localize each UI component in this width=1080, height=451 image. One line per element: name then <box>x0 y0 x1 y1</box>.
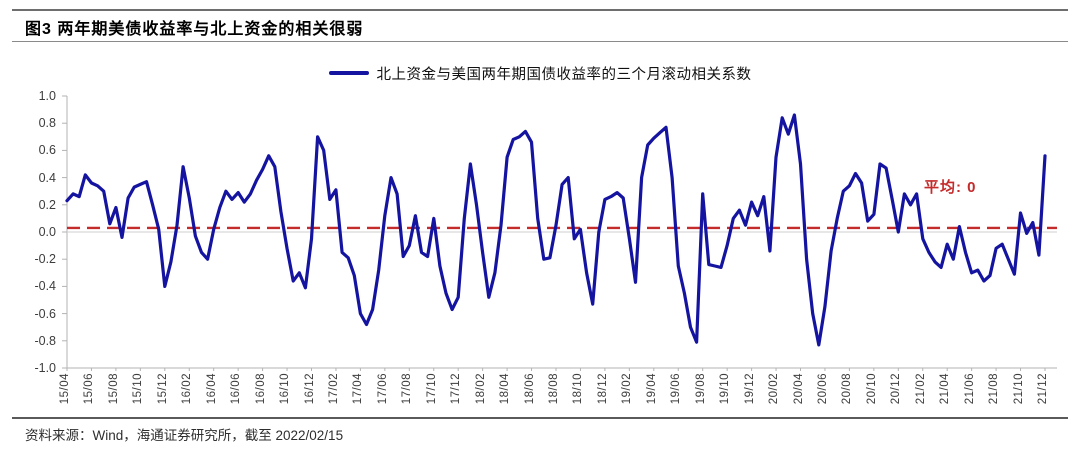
y-tick-label: 0.6 <box>38 143 56 158</box>
x-tick-label: 16/04 <box>205 373 218 405</box>
y-tick-label: 1.0 <box>38 89 56 103</box>
x-tick-label: 21/06 <box>963 373 976 405</box>
y-tick-label: 0.2 <box>38 197 56 212</box>
x-tick-label: 19/08 <box>694 373 707 405</box>
x-tick-label: 18/06 <box>523 373 536 405</box>
x-tick-label: 20/08 <box>841 373 854 405</box>
y-tick-label: 0.4 <box>38 170 56 185</box>
x-tick-label: 15/04 <box>59 373 71 405</box>
correlation-series-line <box>65 113 1047 347</box>
x-tick-label: 18/12 <box>596 373 609 405</box>
correlation-chart: 1.0 0.8 0.6 0.4 0.2 0.0 -0.2 -0.4 -0.6 -0.8 -1.0 1… <box>0 89 1080 415</box>
x-tick-label: 18/08 <box>548 373 560 405</box>
chart-legend: 北上资金与美国两年期国债收益率的三个月滚动相关系数 <box>0 62 1080 84</box>
x-tick-label: 17/12 <box>450 373 463 405</box>
x-tick-label: 21/12 <box>1037 373 1049 405</box>
legend-line-swatch <box>328 70 369 76</box>
x-tick-label: 16/08 <box>254 373 267 405</box>
x-tick-label: 16/06 <box>230 373 243 405</box>
y-tick-label: -0.2 <box>34 252 56 267</box>
x-tick-label: 20/10 <box>865 373 878 405</box>
x-tick-label: 15/10 <box>132 373 145 405</box>
y-tick-label: -0.8 <box>34 333 56 348</box>
x-tick-label: 17/06 <box>376 373 389 405</box>
x-tick-label: 19/12 <box>743 373 756 405</box>
mean-annotation: 平均: 0 <box>924 179 977 196</box>
x-tick-label: 17/02 <box>327 373 340 405</box>
x-tick-label: 20/06 <box>816 373 829 405</box>
y-tick-label: 0.0 <box>38 225 56 239</box>
x-tick-label: 21/02 <box>914 373 927 405</box>
y-tick-label: 0.8 <box>38 116 56 131</box>
x-tick-label: 21/04 <box>939 373 952 405</box>
divider-title <box>12 41 1068 42</box>
x-tick-label: 17/10 <box>425 373 438 405</box>
x-tick-label: 19/10 <box>719 373 732 405</box>
x-tick-label: 21/10 <box>1012 373 1025 405</box>
divider-footer <box>12 417 1068 419</box>
x-tick-label: 21/08 <box>988 373 1001 405</box>
x-tick-label: 15/12 <box>156 373 169 405</box>
x-tick-label: 16/10 <box>279 373 292 405</box>
x-tick-label: 19/02 <box>621 373 634 405</box>
x-tick-label: 19/06 <box>670 373 683 405</box>
x-tick-label: 15/06 <box>83 373 96 405</box>
x-tick-label: 18/10 <box>572 373 585 405</box>
y-tick-label: -0.6 <box>34 306 56 321</box>
x-tick-label: 18/04 <box>499 373 512 405</box>
x-tick-label: 16/02 <box>181 373 194 405</box>
x-tick-label: 17/04 <box>352 373 365 405</box>
legend-label: 北上资金与美国两年期国债收益率的三个月滚动相关系数 <box>376 66 752 83</box>
x-tick-label: 17/08 <box>401 373 414 405</box>
x-tick-label: 16/12 <box>303 373 316 405</box>
y-tick-label: -1.0 <box>34 361 56 375</box>
x-tick-label: 15/08 <box>107 373 120 405</box>
x-tick-label: 19/04 <box>645 373 658 405</box>
x-tick-label: 20/04 <box>792 373 805 405</box>
x-tick-label: 20/02 <box>768 373 781 405</box>
figure-title: 图3 两年期美债收益率与北上资金的相关很弱 <box>25 21 364 38</box>
chart-plot <box>62 95 1057 371</box>
x-tick-label: 18/02 <box>474 373 487 405</box>
divider-top <box>12 9 1068 11</box>
y-tick-label: -0.4 <box>34 279 56 294</box>
x-tick-label: 20/12 <box>890 373 903 405</box>
source-note: 资料来源：Wind，海通证券研究所，截至 2022/02/15 <box>25 428 344 443</box>
